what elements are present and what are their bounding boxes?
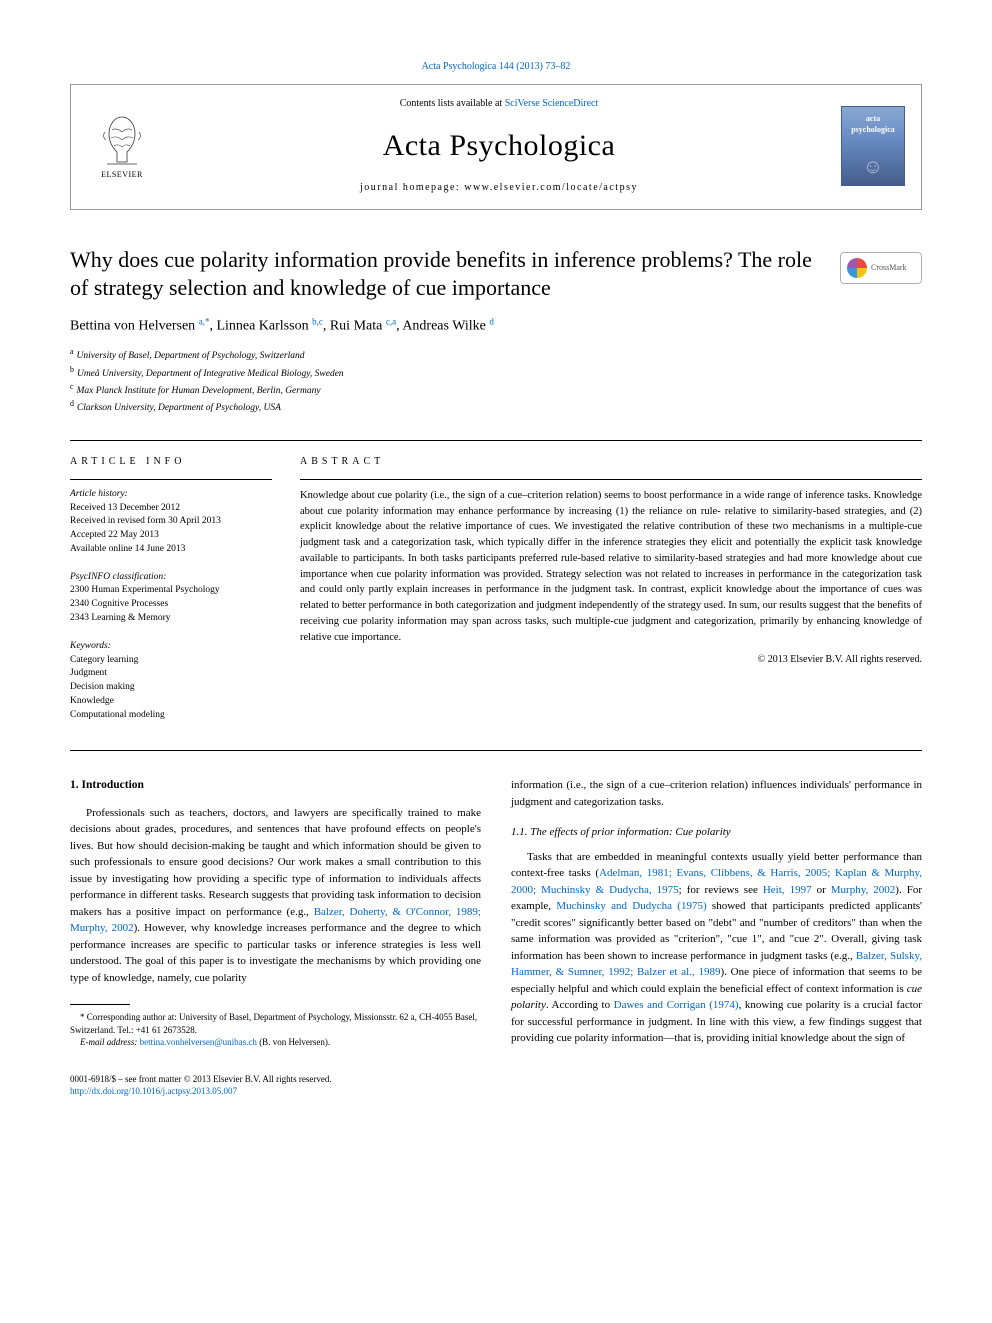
abstract-col: ABSTRACT Knowledge about cue polarity (i…: [300, 441, 922, 750]
rule-info: [70, 479, 272, 480]
affiliations: aUniversity of Basel, Department of Psyc…: [70, 346, 922, 416]
affiliation-row: cMax Planck Institute for Human Developm…: [70, 381, 922, 398]
section-heading-intro: 1. Introduction: [70, 777, 481, 794]
author-aff-bc[interactable]: b,c: [312, 319, 323, 334]
affiliation-row: aUniversity of Basel, Department of Psyc…: [70, 346, 922, 363]
history-line: Available online 14 June 2013: [70, 543, 272, 557]
history-line: Received in revised form 30 April 2013: [70, 515, 272, 529]
elsevier-logo: ELSEVIER: [87, 106, 157, 186]
footnotes: * Corresponding author at: University of…: [70, 1011, 481, 1049]
running-head-link[interactable]: Acta Psychologica 144 (2013) 73–82: [422, 61, 571, 72]
crossmark-icon: [847, 258, 867, 278]
keywords-label: Keywords:: [70, 640, 272, 654]
doi-link[interactable]: http://dx.doi.org/10.1016/j.actpsy.2013.…: [70, 1086, 237, 1096]
citation-link[interactable]: Dawes and Corrigan (1974): [614, 999, 739, 1011]
article-history: Article history: Received 13 December 20…: [70, 488, 272, 557]
history-label: Article history:: [70, 488, 272, 502]
keywords-block: Keywords: Category learning Judgment Dec…: [70, 640, 272, 723]
title-row: Why does cue polarity information provid…: [70, 246, 922, 301]
psycinfo-line: 2300 Human Experimental Psychology: [70, 584, 272, 598]
footnote-rule: [70, 1004, 130, 1005]
journal-header: ELSEVIER Contents lists available at Sci…: [70, 84, 922, 210]
author-aff-d[interactable]: d: [489, 319, 494, 334]
author-aff-ca[interactable]: c,a: [386, 319, 396, 334]
crossmark-badge[interactable]: CrossMark: [840, 252, 922, 284]
rule-bottom: [70, 750, 922, 751]
page-footer: 0001-6918/$ – see front matter © 2013 El…: [70, 1073, 922, 1098]
homepage-link[interactable]: www.elsevier.com/locate/actpsy: [464, 182, 638, 193]
psycinfo-line: 2340 Cognitive Processes: [70, 598, 272, 612]
affiliation-row: dClarkson University, Department of Psyc…: [70, 398, 922, 415]
body-two-column: 1. Introduction Professionals such as te…: [70, 777, 922, 1049]
elsevier-tree-icon: [97, 112, 147, 167]
corresponding-footnote: * Corresponding author at: University of…: [70, 1011, 481, 1036]
authors-line: Bettina von Helversen a,*, Linnea Karlss…: [70, 315, 922, 336]
contents-prefix: Contents lists available at: [400, 98, 505, 109]
header-center: Contents lists available at SciVerse Sci…: [157, 97, 841, 195]
history-line: Received 13 December 2012: [70, 502, 272, 516]
citation-link[interactable]: Murphy, 2002: [831, 884, 896, 896]
crossmark-label: CrossMark: [871, 262, 907, 273]
citation-link[interactable]: Muchinsky and Dudycha (1975): [556, 900, 706, 912]
footnote-block: * Corresponding author at: University of…: [70, 1004, 481, 1049]
email-footnote: E-mail address: bettina.vonhelversen@uni…: [70, 1036, 481, 1049]
keyword: Decision making: [70, 681, 272, 695]
abstract-text: Knowledge about cue polarity (i.e., the …: [300, 488, 922, 646]
subsection-paragraph: Tasks that are embedded in meaningful co…: [511, 849, 922, 1047]
abstract-head: ABSTRACT: [300, 455, 922, 469]
article-info-col: ARTICLE INFO Article history: Received 1…: [70, 441, 300, 750]
article-title: Why does cue polarity information provid…: [70, 246, 840, 301]
contents-available: Contents lists available at SciVerse Sci…: [157, 97, 841, 111]
journal-homepage: journal homepage: www.elsevier.com/locat…: [157, 181, 841, 195]
elsevier-name: ELSEVIER: [101, 169, 143, 180]
psycinfo-line: 2343 Learning & Memory: [70, 612, 272, 626]
abstract-copyright: © 2013 Elsevier B.V. All rights reserved…: [300, 653, 922, 667]
footer-left: 0001-6918/$ – see front matter © 2013 El…: [70, 1073, 332, 1098]
running-head: Acta Psychologica 144 (2013) 73–82: [70, 60, 922, 74]
article-info-head: ARTICLE INFO: [70, 455, 272, 469]
acta-logo-line1: acta: [866, 113, 880, 124]
psycinfo-block: PsycINFO classification: 2300 Human Expe…: [70, 571, 272, 626]
acta-cover-thumb: acta psychologica ☺: [841, 106, 905, 186]
keyword: Category learning: [70, 654, 272, 668]
keyword: Knowledge: [70, 695, 272, 709]
info-abstract-row: ARTICLE INFO Article history: Received 1…: [70, 441, 922, 750]
acta-logo-line2: psychologica: [851, 124, 895, 135]
subsection-heading: 1.1. The effects of prior information: C…: [511, 824, 922, 841]
journal-title: Acta Psychologica: [157, 125, 841, 167]
acta-faces-icon: ☺: [863, 153, 883, 181]
keyword: Judgment: [70, 667, 272, 681]
page: Acta Psychologica 144 (2013) 73–82 ELSEV…: [0, 0, 992, 1138]
history-line: Accepted 22 May 2013: [70, 529, 272, 543]
psycinfo-label: PsycINFO classification:: [70, 571, 272, 585]
author-corr[interactable]: *: [205, 319, 210, 334]
citation-link[interactable]: Heit, 1997: [763, 884, 812, 896]
affiliation-row: bUmeå University, Department of Integrat…: [70, 364, 922, 381]
email-link[interactable]: bettina.vonhelversen@unibas.ch: [140, 1037, 257, 1047]
sciencedirect-link[interactable]: SciVerse ScienceDirect: [505, 98, 599, 109]
front-matter-line: 0001-6918/$ – see front matter © 2013 El…: [70, 1073, 332, 1086]
intro-paragraph: Professionals such as teachers, doctors,…: [70, 805, 481, 987]
rule-abstract: [300, 479, 922, 480]
homepage-prefix: journal homepage:: [360, 182, 464, 193]
keyword: Computational modeling: [70, 709, 272, 723]
intro-paragraph-cont: information (i.e., the sign of a cue–cri…: [511, 777, 922, 810]
